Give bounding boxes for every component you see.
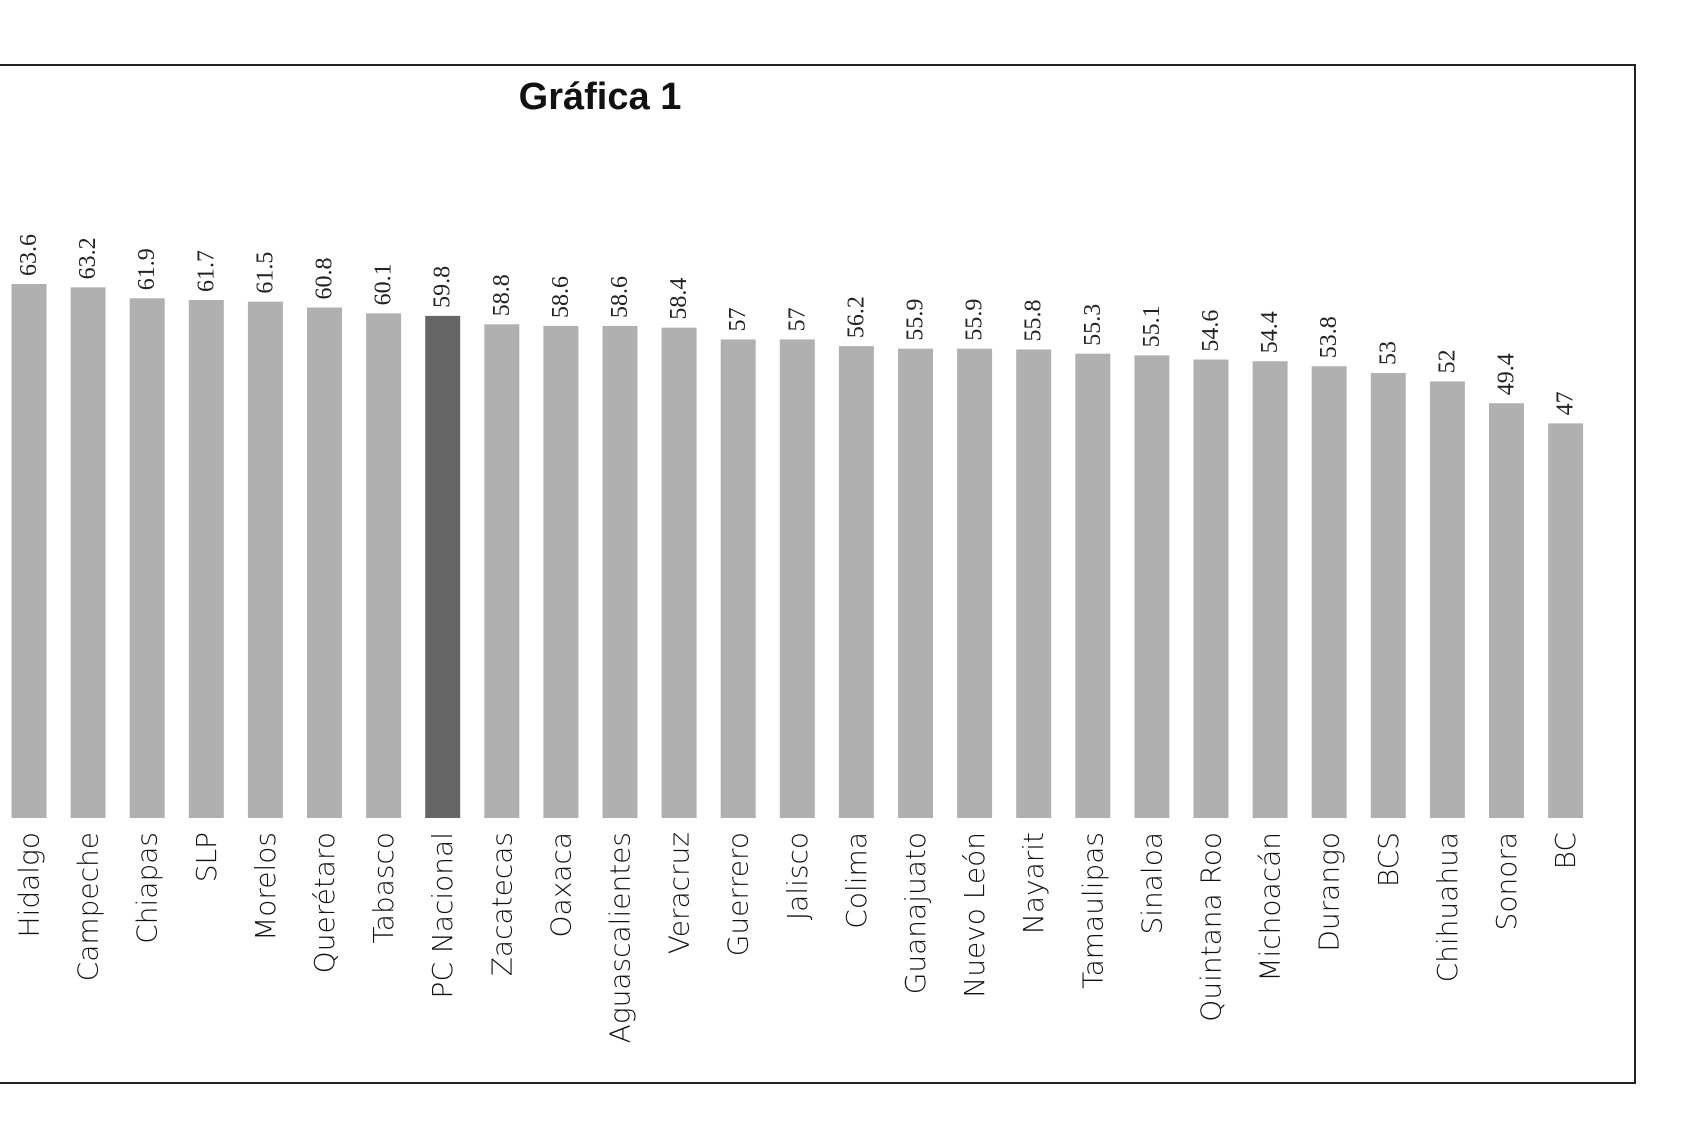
category-label-bcs: BCS	[1372, 832, 1405, 887]
category-label-veracruz: Veracruz	[663, 832, 696, 954]
value-label-guanajuato: 55.9	[903, 299, 929, 341]
bar-tabasco	[366, 313, 402, 818]
category-label-pc-nacional: PC Nacional	[426, 832, 459, 998]
bar-nayarit	[1016, 349, 1052, 818]
value-label-queretaro: 60.8	[312, 258, 338, 300]
bar-durango	[1311, 366, 1347, 818]
value-label-morelos: 61.5	[252, 252, 278, 294]
category-label-chihuahua: Chihuahua	[1431, 832, 1464, 982]
value-label-bcs: 53	[1375, 341, 1401, 365]
value-label-veracruz: 58.4	[666, 278, 692, 320]
category-label-oaxaca: Oaxaca	[544, 832, 577, 937]
category-label-tamaulipas: Tamaulipas	[1076, 832, 1109, 989]
bar-sinaloa	[1134, 355, 1170, 818]
value-label-nuevo-leon: 55.9	[962, 299, 988, 341]
bar-queretaro	[307, 307, 342, 818]
category-label-jalisco: Jalisco	[781, 832, 814, 920]
value-label-guerrero: 57	[725, 307, 751, 331]
category-label-hidalgo: Hidalgo	[13, 832, 46, 937]
category-label-bc: BC	[1549, 832, 1582, 869]
bar-nuevo-leon	[957, 348, 993, 818]
value-label-pc-nacional: 59.8	[430, 266, 456, 308]
value-label-aguascalientes: 58.6	[607, 276, 633, 318]
value-label-michoacan: 54.4	[1257, 311, 1283, 353]
bars-group	[11, 284, 1584, 819]
value-label-campeche: 63.2	[75, 237, 101, 279]
category-label-colima: Colima	[840, 832, 873, 929]
category-label-guanajuato: Guanajuato	[899, 832, 932, 994]
category-label-michoacan: Michoacán	[1254, 832, 1287, 982]
value-label-jalisco: 57	[784, 307, 810, 331]
category-label-tabasco: Tabasco	[367, 832, 400, 944]
bar-michoacan	[1252, 361, 1288, 818]
value-label-nayarit: 55.8	[1021, 299, 1047, 341]
bar-colima	[838, 346, 874, 818]
value-label-oaxaca: 58.6	[548, 276, 574, 318]
category-label-aguascalientes: Aguascalientes	[604, 832, 637, 1043]
category-label-sinaloa: Sinaloa	[1135, 832, 1168, 935]
category-label-quintana-roo: Quintana Roo	[1195, 832, 1228, 1022]
bar-veracruz	[661, 327, 697, 818]
bar-hidalgo	[11, 284, 47, 818]
category-label-campeche: Campeche	[72, 832, 105, 981]
value-label-sinaloa: 55.1	[1139, 305, 1165, 347]
value-label-slp: 61.7	[193, 250, 219, 292]
value-label-zacatecas: 58.8	[489, 274, 515, 316]
category-label-sonora: Sonora	[1490, 832, 1523, 930]
value-labels-group: 63.6 63.2 61.9 61.7 61.5 60.8 60.1 59.8 58.8 58.6…	[16, 234, 1579, 415]
bar-oaxaca	[543, 325, 579, 818]
chart-title: Gráfica 1	[518, 76, 682, 118]
bar-chiapas	[129, 298, 165, 819]
category-label-zacatecas: Zacatecas	[485, 832, 518, 976]
bar-aguascalientes	[602, 325, 638, 818]
value-label-quintana-roo: 54.6	[1198, 310, 1224, 352]
value-label-tamaulipas: 55.3	[1080, 304, 1106, 346]
category-labels-group: Hidalgo Campeche Chiapas SLP Morelos Querétar…	[13, 832, 1583, 1043]
bar-guanajuato	[898, 348, 933, 818]
category-label-nayarit: Nayarit	[1017, 832, 1050, 934]
bar-zacatecas	[484, 324, 520, 818]
bar-morelos	[247, 301, 283, 818]
bar-guerrero	[720, 339, 756, 818]
category-label-durango: Durango	[1313, 832, 1346, 952]
value-label-bc: 47	[1553, 391, 1579, 415]
bar-sonora	[1489, 403, 1524, 818]
category-label-queretaro: Querétaro	[308, 832, 341, 973]
category-label-morelos: Morelos	[249, 832, 282, 941]
value-label-sonora: 49.4	[1494, 353, 1520, 395]
category-label-nuevo-leon: Nuevo León	[958, 832, 991, 998]
bar-campeche	[70, 287, 106, 818]
bar-bcs	[1370, 373, 1406, 818]
bar-quintana-roo	[1193, 359, 1229, 818]
value-label-colima: 56.2	[843, 296, 869, 338]
value-label-chihuahua: 52	[1434, 349, 1460, 373]
value-label-hidalgo: 63.6	[16, 234, 42, 276]
category-label-guerrero: Guerrero	[722, 832, 755, 956]
bar-bc	[1548, 423, 1584, 818]
bar-slp	[188, 299, 224, 818]
category-label-chiapas: Chiapas	[131, 832, 164, 944]
category-label-slp: SLP	[190, 832, 223, 882]
value-label-tabasco: 60.1	[371, 263, 397, 305]
bar-chihuahua	[1429, 381, 1465, 818]
bar-pc-nacional	[425, 315, 461, 818]
value-label-chiapas: 61.9	[134, 248, 160, 290]
bar-jalisco	[779, 339, 815, 818]
value-label-durango: 53.8	[1316, 316, 1342, 358]
bar-tamaulipas	[1075, 353, 1111, 818]
